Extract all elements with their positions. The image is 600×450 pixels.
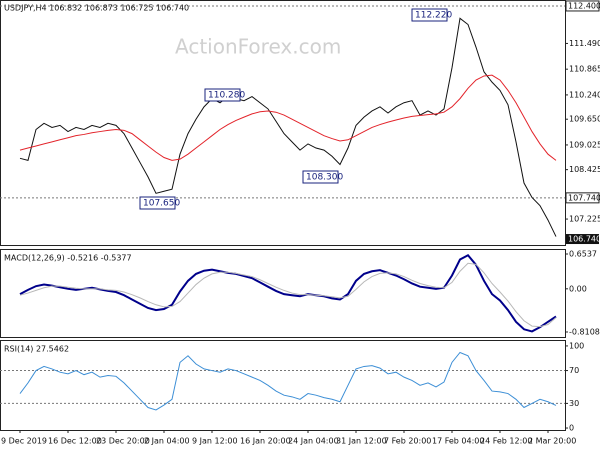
annotation-box (302, 170, 339, 184)
panel-title: RSI(14) 27.5462 (4, 345, 69, 354)
level-box (565, 192, 600, 204)
y-tick-label: 100 (569, 341, 584, 350)
macd-panel (0, 249, 566, 338)
series-line (19, 254, 557, 333)
annotation: 112.220 (415, 11, 452, 21)
series-line (19, 351, 557, 411)
rsi-panel (0, 340, 566, 431)
last-price-box (566, 234, 599, 245)
x-tick-label: 9 Jan 12:00 (192, 437, 238, 446)
x-tick-label: 7 Feb 20:00 (384, 437, 431, 446)
series-line (19, 74, 557, 161)
series-line (19, 17, 557, 237)
y-tick-label: 111.490 (569, 39, 600, 48)
y-tick-label: 70 (569, 366, 579, 375)
annotation: 110.280 (208, 91, 245, 101)
x-tick-label: 31 Jan 12:00 (336, 437, 387, 446)
annotation: 107.650 (143, 199, 180, 209)
level-box (565, 0, 600, 12)
series-line (19, 262, 557, 328)
y-tick-label: 0.00 (569, 284, 587, 293)
x-tick-label: 2 Jan 04:00 (144, 437, 190, 446)
last-price-label: 106.740 (568, 235, 600, 244)
x-tick-label: 2 Mar 20:00 (528, 437, 576, 446)
watermark: ActionForex.com (175, 35, 341, 59)
x-tick-label: 24 Jan 04:00 (288, 437, 339, 446)
annotation-box (411, 8, 448, 22)
annotation: 108.300 (306, 173, 343, 183)
x-tick-label: 16 Dec 12:00 (48, 437, 102, 446)
y-tick-label: 0 (569, 424, 574, 433)
y-tick-label: 110.865 (569, 65, 600, 74)
price-panel (0, 0, 566, 246)
y-tick-label: 109.025 (569, 140, 600, 149)
y-tick-label: 30 (569, 399, 579, 408)
x-tick-label: 16 Jan 20:00 (240, 437, 291, 446)
x-tick-label: 9 Dec 2019 (1, 437, 47, 446)
x-tick-label: 17 Feb 04:00 (432, 437, 484, 446)
annotation-box (204, 88, 241, 102)
x-tick-label: 23 Dec 20:00 (96, 437, 150, 446)
y-tick-label: 0.6537 (569, 250, 597, 259)
panel-title: MACD(12,26,9) -0.5216 -0.5377 (4, 254, 132, 263)
level-label: 112.400 (568, 1, 600, 10)
annotation-box (139, 196, 176, 210)
y-tick-label: 108.425 (569, 165, 600, 174)
x-tick-label: 24 Feb 12:00 (480, 437, 532, 446)
y-tick-label: 109.650 (569, 115, 600, 124)
y-tick-label: 107.225 (569, 215, 600, 224)
y-tick-label: -0.8108 (569, 327, 600, 336)
panel-title: USDJPY,H4 106.832 106.873 106.725 106.74… (4, 4, 189, 13)
level-label: 107.740 (568, 193, 600, 202)
y-tick-label: 110.240 (569, 90, 600, 99)
